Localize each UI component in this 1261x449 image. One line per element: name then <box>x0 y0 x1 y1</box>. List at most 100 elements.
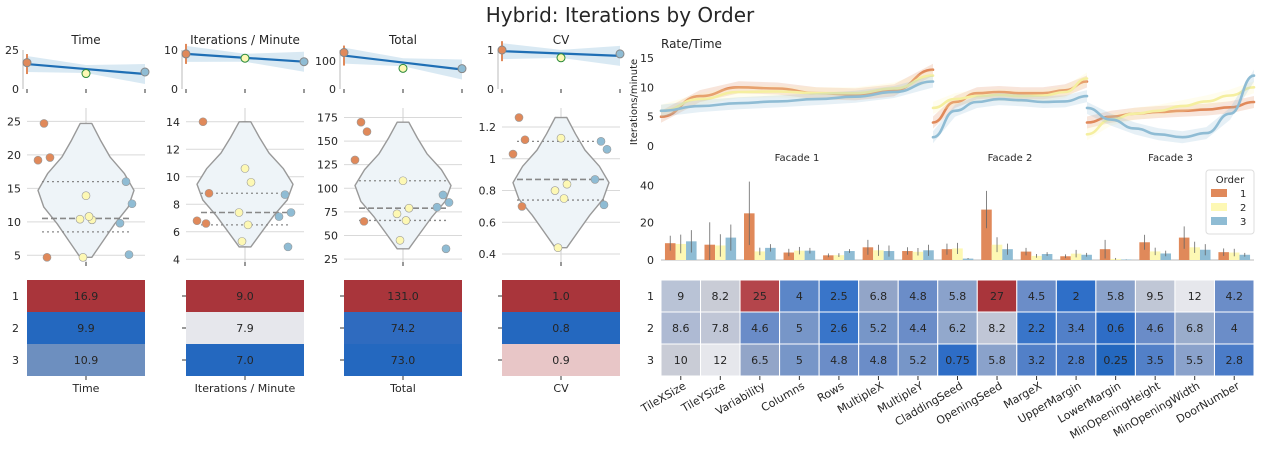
violin-point-order-2 <box>247 178 255 186</box>
legend-swatch-order-3 <box>1211 217 1227 225</box>
heatmap-cell-label: 4 <box>796 290 803 303</box>
summary-row-label: 2 <box>12 322 19 335</box>
violin-point-order-3 <box>600 201 608 209</box>
trend-point-order-3 <box>300 58 308 66</box>
violin-point-order-1 <box>509 150 517 158</box>
violin-y-tick-label: 5 <box>14 249 21 262</box>
violin-point-order-2 <box>557 134 565 142</box>
heatmap-column-label: TileXSize <box>638 379 688 416</box>
heatmap-cell-label: 8.6 <box>672 322 690 335</box>
heatmap-cell-label: 5 <box>796 322 803 335</box>
trend-point-order-3 <box>141 68 149 76</box>
heatmap-cell-label: 6.2 <box>949 322 967 335</box>
heatmap-cell-label: 2.2 <box>1028 322 1046 335</box>
heatmap-cell-label: 0.6 <box>1107 322 1125 335</box>
violin-point-order-2 <box>244 221 252 229</box>
summary-x-label: Total <box>389 382 416 395</box>
trend-y-tick-label: 0 <box>487 83 494 96</box>
violin-point-order-2 <box>393 210 401 218</box>
heatmap-cell-label: 5.5 <box>1186 354 1204 367</box>
violin-point-order-2 <box>396 236 404 244</box>
heatmap-cell-label: 4.5 <box>1028 290 1046 303</box>
legend-swatch-order-2 <box>1211 203 1227 211</box>
violin-point-order-3 <box>445 198 453 206</box>
violin-point-order-2 <box>79 253 87 261</box>
heatmap-cell-label: 5.2 <box>870 322 888 335</box>
violin-point-order-3 <box>275 213 283 221</box>
summary-cell-label: 9.0 <box>236 290 254 303</box>
violin-y-tick-label: 8 <box>173 198 180 211</box>
violin-point-order-1 <box>205 189 213 197</box>
summary-cell-label: 16.9 <box>74 290 99 303</box>
violin-y-tick-label: 10 <box>7 216 21 229</box>
heatmap-cell-label: 5.2 <box>909 354 927 367</box>
summary-heatmap: 1.00.80.9CV <box>498 280 620 395</box>
violin-y-tick-label: 175 <box>317 111 338 124</box>
violin-shape <box>38 123 134 257</box>
bar-y-tick-label: 20 <box>640 217 654 230</box>
heatmap-cell-label: 27 <box>990 290 1004 303</box>
summary-cell-label: 10.9 <box>74 354 99 367</box>
rate-facet-label: Facade 1 <box>775 153 820 164</box>
heatmap-cell-label: 4.8 <box>830 354 848 367</box>
violin-point-order-2 <box>563 180 571 188</box>
rate-y-tick-label: 5 <box>647 111 654 124</box>
heatmap-cell-label: 2.6 <box>830 322 848 335</box>
heatmap-cell-label: 0.75 <box>945 354 970 367</box>
heatmap-cell-label: 9 <box>677 290 684 303</box>
heatmap-row-label: 3 <box>647 354 654 367</box>
violin-y-tick-label: 0.4 <box>479 248 497 261</box>
violin-point-order-1 <box>518 202 526 210</box>
summary-cell-label: 9.9 <box>77 322 95 335</box>
violin-point-order-2 <box>399 177 407 185</box>
bar-y-tick-label: 40 <box>640 179 654 192</box>
violin-point-order-3 <box>433 203 441 211</box>
rate-y-tick-label: 10 <box>640 81 654 94</box>
heatmap-row-label: 1 <box>647 290 654 303</box>
violin-y-tick-label: 125 <box>317 159 338 172</box>
summary-cell-label: 7.9 <box>236 322 254 335</box>
violin-point-order-2 <box>82 192 90 200</box>
heatmap-cell-label: 3.5 <box>1146 354 1164 367</box>
summary-x-label: Time <box>72 382 100 395</box>
violin-shape <box>197 122 293 247</box>
violin-point-order-2 <box>235 209 243 217</box>
heatmap-cell-label: 25 <box>753 290 767 303</box>
heatmap-cell-label: 2 <box>1073 290 1080 303</box>
violin-point-order-3 <box>125 251 133 259</box>
bar-y-tick-label: 0 <box>647 254 654 267</box>
violin-y-tick-label: 14 <box>166 116 180 129</box>
violin-point-order-1 <box>34 156 42 164</box>
violin-y-tick-label: 0.8 <box>479 185 497 198</box>
violin-point-order-2 <box>76 215 84 223</box>
trend-point-order-3 <box>616 50 624 58</box>
rate-facet-label: Facade 3 <box>1148 153 1193 164</box>
trend-panel-title: Iterations / Minute <box>190 33 300 47</box>
rate-y-label: Iterations/minute <box>629 59 640 145</box>
heatmap-cell-label: 12 <box>713 354 727 367</box>
trend-point-order-1 <box>182 50 190 58</box>
heatmap-cell-label: 3.4 <box>1067 322 1085 335</box>
heatmap-cell-label: 6.8 <box>1186 322 1204 335</box>
trend-point-order-2 <box>557 54 565 62</box>
violin-y-tick-label: 10 <box>166 171 180 184</box>
legend-label: 2 <box>1240 203 1246 214</box>
violin-point-order-2 <box>238 237 246 245</box>
summary-row-label: 3 <box>12 354 19 367</box>
violin-y-tick-label: 15 <box>7 182 21 195</box>
violin-y-tick-label: 100 <box>317 182 338 195</box>
trend-point-order-2 <box>241 54 249 62</box>
heatmap-column-label: Columns <box>759 379 807 414</box>
violin-point-order-3 <box>122 178 130 186</box>
trend-y-tick-label: 25 <box>5 44 19 57</box>
legend-swatch-order-1 <box>1211 189 1227 197</box>
violin-y-tick-label: 20 <box>7 149 21 162</box>
